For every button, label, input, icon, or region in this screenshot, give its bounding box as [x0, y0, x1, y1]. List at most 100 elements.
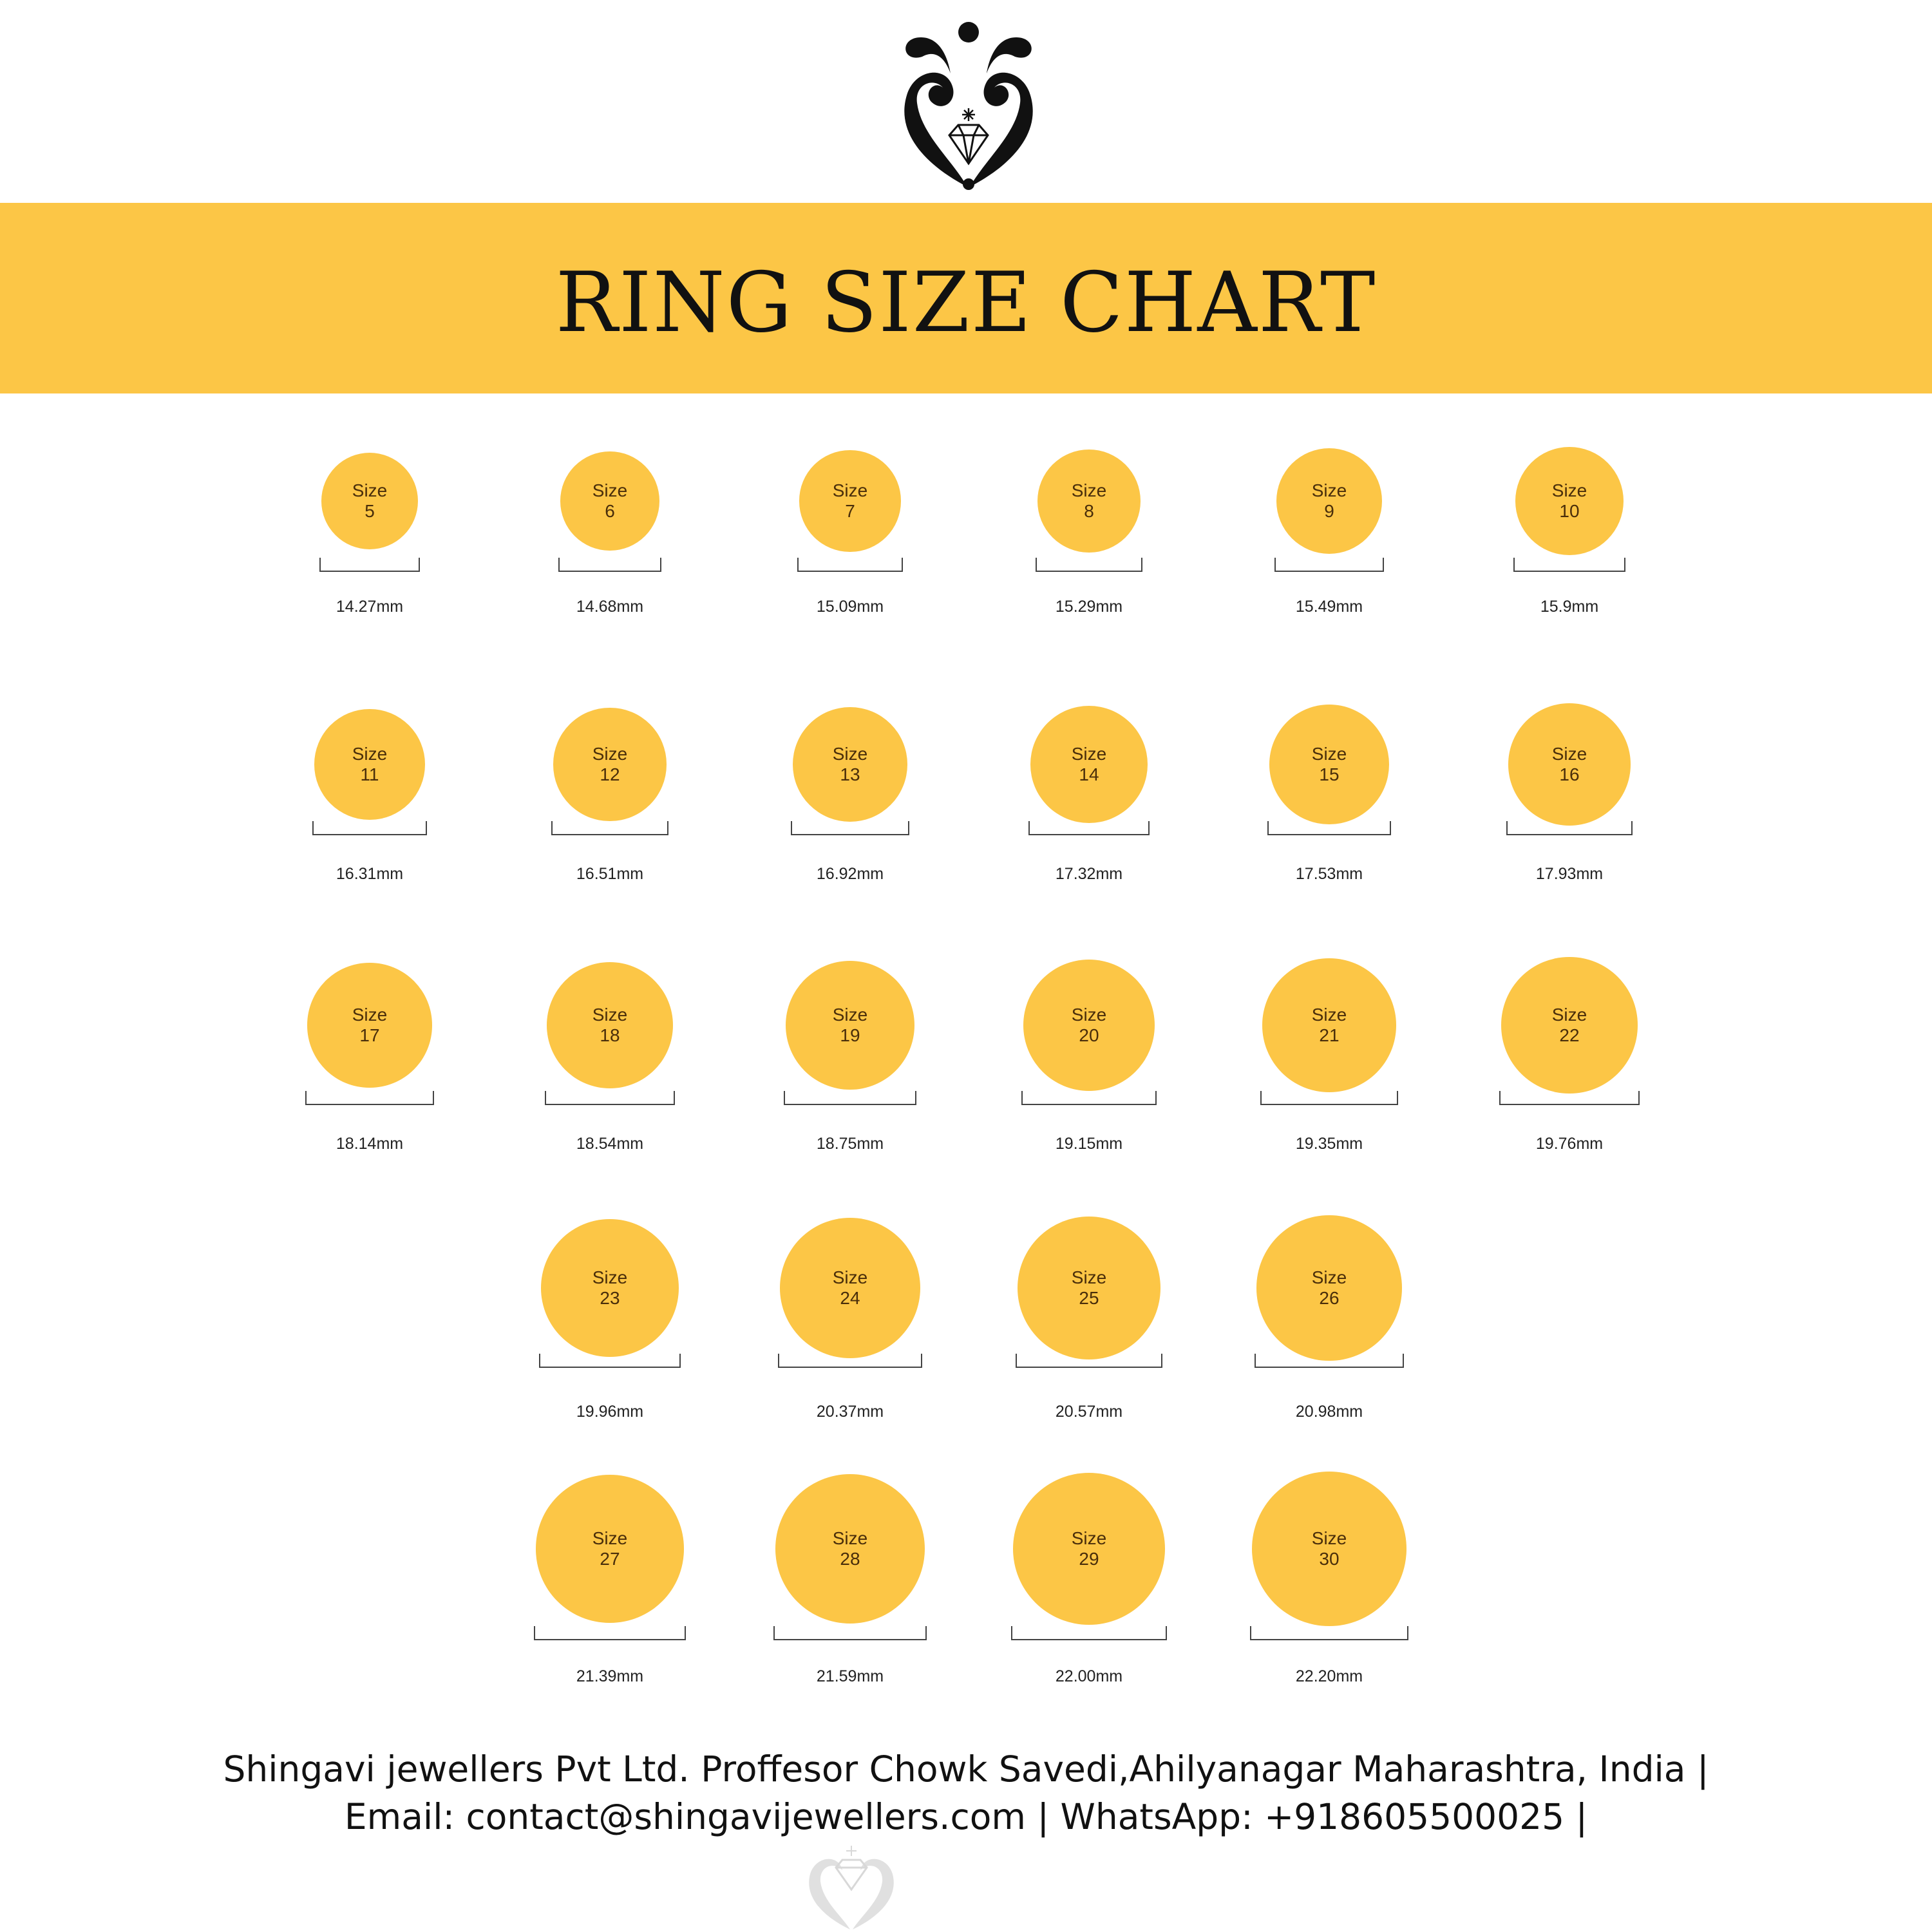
- ring-diameter-bracket: [1260, 1091, 1398, 1105]
- ring-size-number: 30: [1319, 1549, 1340, 1569]
- ring-diameter-bracket: [544, 1091, 676, 1105]
- ring-diameter-value: 19.96mm: [576, 1403, 644, 1421]
- ring-diameter-bracket: [1267, 821, 1391, 835]
- ring-size-label: Size: [832, 480, 868, 500]
- ring-diameter-bracket: [1506, 821, 1633, 835]
- ring-size-number: 29: [1079, 1548, 1099, 1569]
- ring-size-number: 6: [605, 500, 615, 521]
- ring-size-number: 5: [365, 501, 375, 521]
- ring-size-label: Size: [592, 743, 628, 764]
- ring-size-label: Size: [832, 1267, 868, 1287]
- ring-diameter-bracket: [1021, 1091, 1157, 1105]
- ring-diameter-value: 20.57mm: [1055, 1403, 1123, 1421]
- ring-diameter-value: 21.59mm: [816, 1667, 884, 1685]
- ring-circle: Size 7: [799, 450, 901, 552]
- ring-circle: Size 12: [553, 708, 667, 821]
- ring-circle: Size 20: [1023, 960, 1155, 1091]
- ring-size-label: Size: [832, 743, 868, 764]
- diamond-icon: [948, 124, 989, 166]
- ring-diameter-bracket: [773, 1626, 927, 1640]
- ring-diameter-bracket: [534, 1626, 686, 1640]
- ring-diameter-bracket: [1028, 821, 1150, 835]
- ring-size-number: 11: [360, 764, 379, 784]
- ring-diameter-bracket: [558, 558, 661, 572]
- ring-size-number: 22: [1559, 1025, 1580, 1045]
- ring-circle: Size 30: [1252, 1472, 1406, 1626]
- shingavi-logo-icon: [904, 22, 1033, 190]
- ring-diameter-value: 19.76mm: [1535, 1135, 1604, 1153]
- ring-size-number: 23: [600, 1287, 620, 1308]
- ring-size-number: 15: [1319, 764, 1340, 784]
- ring-size-number: 16: [1559, 764, 1580, 784]
- ring-diameter-value: 21.39mm: [576, 1667, 644, 1685]
- ring-size-label: Size: [352, 743, 388, 764]
- ring-diameter-value: 19.15mm: [1055, 1135, 1123, 1153]
- ring-size-number: 8: [1084, 500, 1094, 521]
- ring-circle: Size 16: [1508, 703, 1631, 826]
- ring-diameter-value: 15.49mm: [1295, 598, 1363, 616]
- ring-size-label: Size: [1311, 1528, 1347, 1548]
- page-title: RING SIZE CHART: [555, 254, 1377, 351]
- ring-diameter-bracket: [1255, 1354, 1404, 1368]
- ring-size-label: Size: [592, 1004, 628, 1025]
- ring-diameter-value: 18.75mm: [816, 1135, 884, 1153]
- ring-diameter-bracket: [1499, 1091, 1640, 1105]
- ring-size-number: 19: [840, 1025, 860, 1045]
- ring-diameter-value: 22.20mm: [1295, 1667, 1363, 1685]
- ring-circle: Size 6: [560, 451, 659, 551]
- ring-size-label: Size: [1551, 1004, 1587, 1025]
- ring-diameter-bracket: [319, 558, 420, 572]
- ring-size-label: Size: [1071, 1528, 1107, 1548]
- ring-size-number: 14: [1079, 764, 1099, 784]
- ring-size-number: 9: [1324, 500, 1334, 521]
- ring-size-number: 24: [840, 1287, 860, 1308]
- ring-circle: Size 29: [1012, 1472, 1166, 1625]
- ring-diameter-value: 15.09mm: [816, 598, 884, 616]
- ring-diameter-value: 15.29mm: [1055, 598, 1123, 616]
- ring-diameter-bracket: [790, 821, 910, 835]
- ring-size-number: 10: [1559, 501, 1580, 521]
- ring-diameter-value: 19.35mm: [1295, 1135, 1363, 1153]
- ring-diameter-bracket: [783, 1091, 917, 1105]
- ring-diameter-bracket: [1250, 1626, 1408, 1640]
- ring-diameter-value: 17.93mm: [1535, 865, 1604, 883]
- ring-circle: Size 27: [536, 1475, 684, 1623]
- ring-circle: Size 28: [775, 1473, 925, 1624]
- ring-size-label: Size: [1071, 743, 1107, 764]
- ring-diameter-bracket: [777, 1354, 923, 1368]
- watermark-logo-icon: [809, 1846, 894, 1929]
- ring-circle: Size 14: [1030, 705, 1148, 824]
- ring-diameter-value: 14.68mm: [576, 598, 644, 616]
- ring-diameter-bracket: [551, 821, 668, 835]
- ring-diameter-value: 14.27mm: [336, 598, 404, 616]
- ring-circle: Size 17: [307, 963, 432, 1088]
- ring-size-number: 17: [359, 1025, 380, 1045]
- ring-diameter-value: 17.53mm: [1295, 865, 1363, 883]
- ring-size-label: Size: [352, 480, 388, 500]
- ring-diameter-bracket: [1010, 1626, 1168, 1640]
- company-footer: Shingavi jewellers Pvt Ltd. Proffesor Ch…: [0, 1745, 1932, 1841]
- ring-size-label: Size: [1071, 480, 1107, 500]
- ring-diameter-bracket: [1016, 1354, 1162, 1368]
- title-banner: RING SIZE CHART: [0, 203, 1932, 393]
- ring-size-number: 21: [1319, 1025, 1340, 1045]
- ring-size-label: Size: [1311, 744, 1347, 764]
- ring-circle: Size 11: [314, 709, 425, 820]
- ring-size-label: Size: [1311, 1267, 1347, 1287]
- ring-circle: Size 5: [321, 453, 418, 549]
- ring-diameter-bracket: [538, 1354, 681, 1368]
- ring-circle: Size 19: [785, 960, 915, 1090]
- ring-size-label: Size: [1071, 1267, 1107, 1287]
- ring-size-label: Size: [1071, 1005, 1107, 1025]
- ring-diameter-value: 18.54mm: [576, 1135, 644, 1153]
- ring-size-label: Size: [1311, 480, 1347, 500]
- ring-size-number: 12: [600, 764, 620, 784]
- ring-size-label: Size: [592, 1267, 628, 1287]
- ring-size-number: 7: [845, 500, 855, 521]
- ring-size-label: Size: [1551, 743, 1587, 764]
- ring-diameter-value: 20.37mm: [816, 1403, 884, 1421]
- ring-circle: Size 15: [1269, 705, 1389, 824]
- ring-size-label: Size: [592, 480, 628, 500]
- ring-diameter-bracket: [1035, 558, 1143, 572]
